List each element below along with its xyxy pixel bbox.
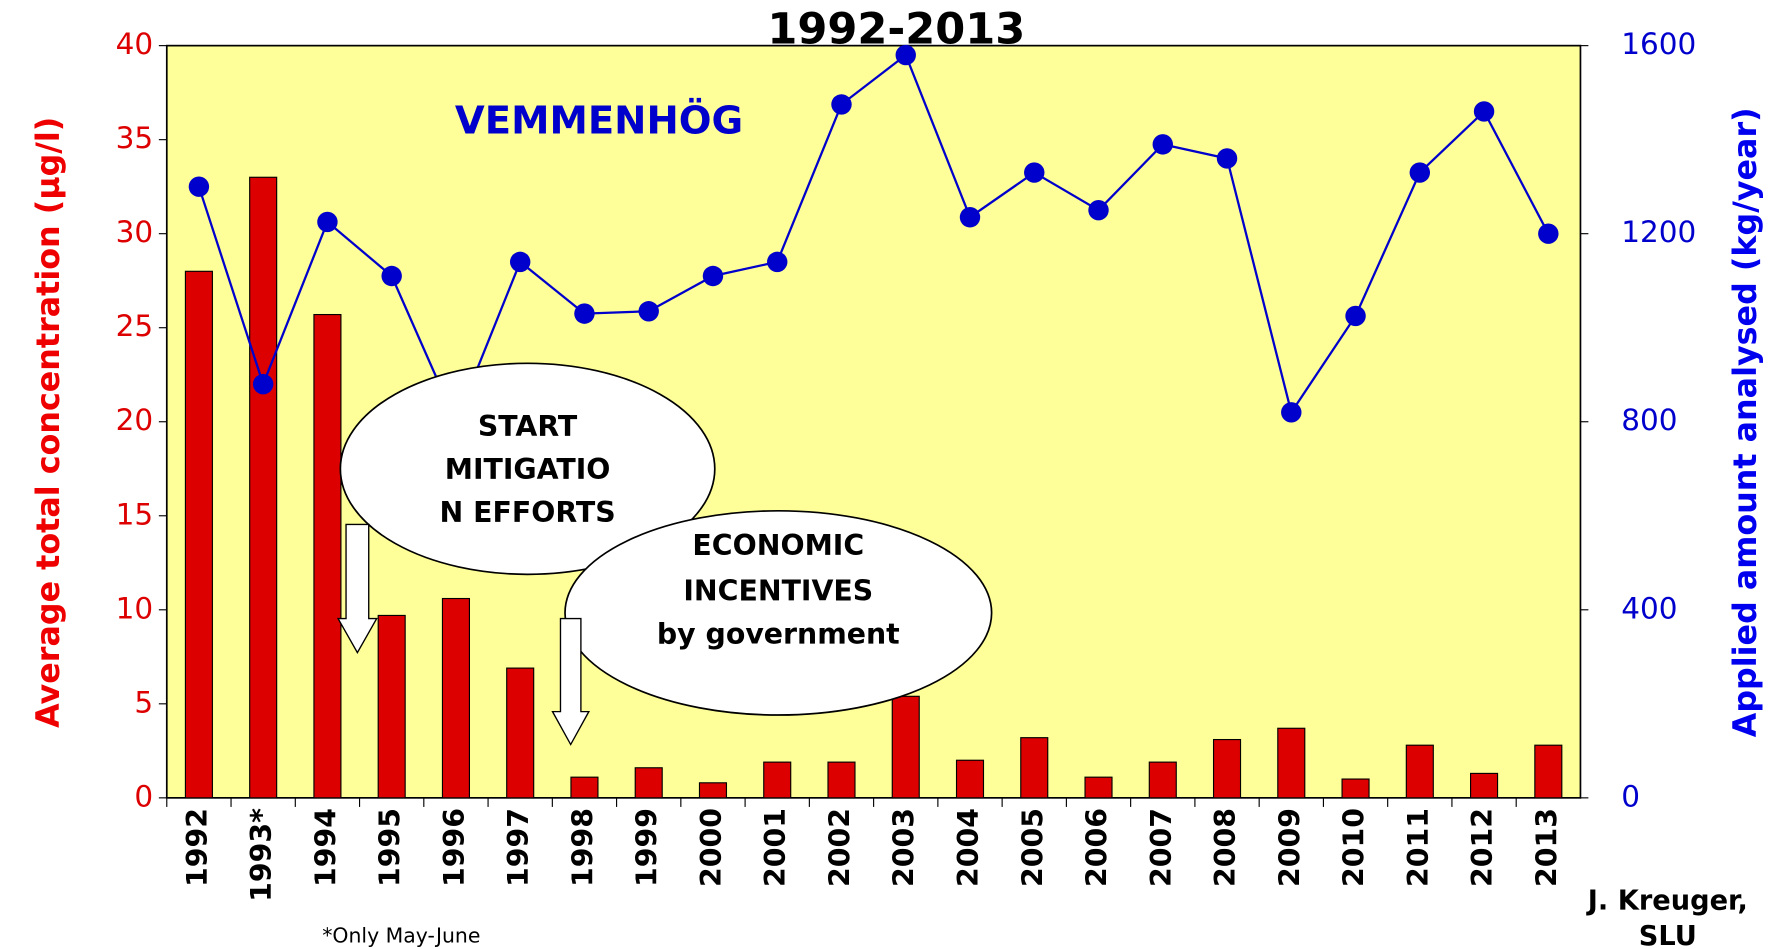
x-tick-label: 1992 — [181, 808, 214, 887]
bar — [249, 176, 278, 799]
y2-axis-label: Applied amount analysed (kg/year) — [1728, 107, 1764, 737]
bar — [1084, 776, 1113, 799]
line-point — [188, 176, 210, 197]
line-point — [574, 303, 595, 324]
line-point — [1281, 402, 1302, 423]
bar — [827, 761, 856, 799]
x-tick-label: 2002 — [823, 808, 856, 887]
bar — [891, 695, 920, 799]
x-tick-label: 2001 — [759, 808, 792, 887]
x-tick-label: 2010 — [1338, 808, 1371, 887]
x-tick-label: 2011 — [1402, 808, 1435, 887]
x-tick-label: 1996 — [438, 808, 471, 887]
y2-tick-label: 1600 — [1621, 27, 1696, 61]
y-tick-label: 0 — [134, 779, 153, 813]
annotation: ECONOMIC — [692, 529, 864, 562]
bar — [313, 313, 342, 799]
line-point — [1409, 162, 1431, 183]
bar — [1470, 772, 1499, 799]
x-tick-label: 2005 — [1016, 808, 1049, 887]
bar — [955, 759, 985, 799]
bar — [377, 614, 406, 799]
bar — [1020, 737, 1049, 799]
x-tick-label: 2013 — [1530, 808, 1563, 887]
arrow — [551, 617, 590, 746]
x-tick-label: 1993* — [245, 808, 278, 902]
x-tick-label: 2008 — [1209, 808, 1242, 887]
x-tick-label: 2007 — [1145, 808, 1178, 887]
bar — [1277, 727, 1306, 799]
bar — [184, 270, 213, 799]
x-tick-label: 1998 — [566, 808, 599, 887]
line-point — [895, 44, 916, 66]
line-point — [767, 251, 788, 273]
annotation: by government — [657, 618, 900, 651]
line-point — [381, 265, 402, 287]
x-tick-label: 2009 — [1273, 808, 1306, 887]
bar — [634, 767, 663, 799]
line-point — [1345, 305, 1366, 327]
chart-title: 1992-2013 — [767, 5, 1025, 55]
annotation: START — [478, 410, 578, 443]
line-point — [1152, 134, 1173, 155]
y-tick-label: 30 — [116, 215, 154, 249]
line-point — [1216, 148, 1238, 169]
annotation: VEMMENHÖG — [455, 96, 743, 143]
annotation: MITIGATIO — [445, 453, 611, 486]
x-tick-label: 1995 — [374, 808, 407, 887]
x-tick-label: 1994 — [309, 808, 342, 887]
bar — [1534, 744, 1563, 799]
y-tick-label: 15 — [116, 497, 154, 531]
y-tick-label: 35 — [116, 121, 154, 155]
y-tick-label: 25 — [116, 309, 154, 343]
x-tick-label: 1997 — [502, 808, 535, 887]
line-point — [702, 265, 724, 287]
line-point — [1538, 223, 1559, 244]
bar — [1341, 778, 1370, 799]
y2-tick-label: 0 — [1621, 779, 1640, 813]
x-tick-label: 2004 — [952, 808, 985, 887]
x-tick-label: 1999 — [631, 808, 664, 887]
annotation: N EFFORTS — [439, 496, 615, 529]
line-point — [509, 251, 531, 273]
y2-tick-label: 400 — [1621, 591, 1677, 625]
y-tick-label: 40 — [116, 27, 154, 61]
y-tick-label: 5 — [134, 685, 153, 719]
callout — [564, 509, 993, 716]
bar — [506, 667, 535, 799]
bar — [1148, 761, 1177, 799]
x-tick-label: 2012 — [1466, 808, 1499, 887]
y-axis-label: Average total concentration (µg/l) — [31, 117, 67, 728]
line-point — [831, 94, 852, 115]
x-tick-label: 2000 — [695, 808, 728, 887]
bar — [1405, 744, 1434, 799]
line-point — [1088, 199, 1109, 221]
arrow — [336, 523, 378, 655]
callout — [339, 362, 716, 576]
x-tick-label: 2003 — [888, 808, 921, 887]
y2-tick-label: 1200 — [1621, 215, 1696, 249]
line-point — [317, 211, 338, 233]
line-point — [1473, 101, 1495, 122]
bar — [763, 761, 792, 799]
x-tick-label: 2006 — [1081, 808, 1114, 887]
credit: J. Kreuger, — [1586, 886, 1748, 917]
y-tick-label: 20 — [116, 403, 154, 437]
annotation: INCENTIVES — [683, 574, 873, 607]
bar — [570, 776, 599, 799]
footnote: *Only May-June — [322, 923, 480, 947]
line — [197, 53, 1550, 425]
bar — [698, 782, 728, 799]
bar — [1212, 738, 1242, 799]
line-point — [1024, 162, 1045, 183]
line-point — [252, 373, 274, 395]
bar — [441, 597, 471, 799]
y2-tick-label: 800 — [1621, 403, 1677, 437]
line-point — [638, 301, 659, 322]
credit: SLU — [1639, 921, 1697, 949]
line-point — [959, 207, 981, 228]
y-tick-label: 10 — [116, 591, 154, 625]
